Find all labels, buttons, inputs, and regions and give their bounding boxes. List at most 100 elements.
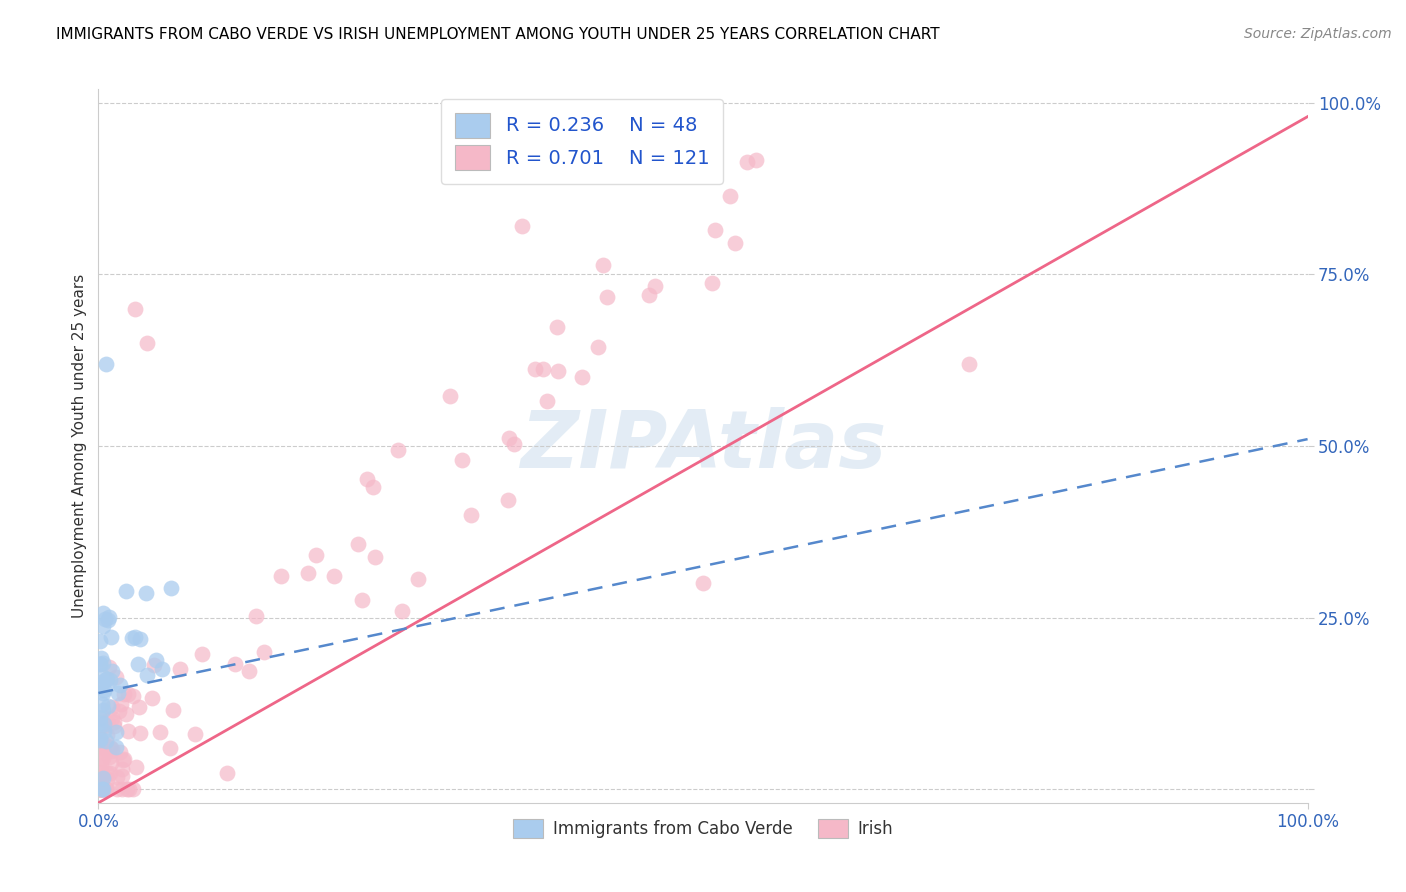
Point xyxy=(90,775,112,789)
Point xyxy=(238,665,260,679)
Point xyxy=(96,782,118,797)
Point xyxy=(89,739,111,753)
Point xyxy=(91,686,114,700)
Point xyxy=(104,724,127,739)
Point xyxy=(115,583,138,598)
Point xyxy=(596,290,619,304)
Point xyxy=(101,700,124,714)
Point xyxy=(108,678,131,692)
Point xyxy=(93,716,115,731)
Point xyxy=(98,766,121,780)
Point xyxy=(89,711,111,725)
Point xyxy=(115,782,138,797)
Point xyxy=(128,726,150,740)
Point xyxy=(451,453,474,467)
Point xyxy=(93,606,115,620)
Point xyxy=(94,672,117,686)
Point xyxy=(496,493,519,508)
Point xyxy=(89,773,111,788)
Point xyxy=(297,566,319,580)
Point xyxy=(586,340,609,354)
Point xyxy=(184,727,207,741)
Point xyxy=(111,762,134,776)
Point xyxy=(100,665,122,679)
Point xyxy=(89,732,111,747)
Point xyxy=(108,704,131,718)
Y-axis label: Unemployment Among Youth under 25 years: Unemployment Among Youth under 25 years xyxy=(72,274,87,618)
Point xyxy=(957,357,980,371)
Point xyxy=(101,742,124,756)
Point xyxy=(98,739,121,754)
Point xyxy=(364,549,387,564)
Point xyxy=(533,362,555,376)
Point xyxy=(94,357,117,371)
Point xyxy=(89,782,111,797)
Point xyxy=(122,689,145,703)
Point xyxy=(703,223,725,237)
Point xyxy=(91,772,114,786)
Point xyxy=(145,653,167,667)
Text: Source: ZipAtlas.com: Source: ZipAtlas.com xyxy=(1244,27,1392,41)
Point xyxy=(159,741,181,756)
Point xyxy=(105,770,128,784)
Point xyxy=(110,782,132,797)
Point xyxy=(122,782,145,797)
Point xyxy=(702,276,724,290)
Point xyxy=(89,657,111,671)
Point xyxy=(90,751,112,765)
Point xyxy=(96,733,118,747)
Point xyxy=(124,301,146,316)
Point xyxy=(125,760,148,774)
Point xyxy=(323,569,346,583)
Point xyxy=(162,703,184,717)
Point xyxy=(114,706,136,721)
Point xyxy=(346,537,368,551)
Point xyxy=(510,219,533,234)
Point xyxy=(90,675,112,690)
Point xyxy=(97,698,120,713)
Point xyxy=(644,279,666,293)
Point xyxy=(141,690,163,705)
Point xyxy=(90,759,112,773)
Point xyxy=(536,393,558,408)
Point xyxy=(98,610,121,624)
Point xyxy=(103,719,125,733)
Point xyxy=(111,769,134,783)
Point xyxy=(96,782,118,797)
Point xyxy=(89,782,111,797)
Point xyxy=(142,658,165,673)
Point xyxy=(89,782,111,797)
Point xyxy=(117,723,139,738)
Point xyxy=(135,586,157,600)
Point xyxy=(100,711,122,725)
Point xyxy=(103,715,125,730)
Point xyxy=(107,686,129,700)
Point xyxy=(91,736,114,750)
Point xyxy=(91,782,114,797)
Point xyxy=(90,782,112,797)
Point xyxy=(350,593,373,607)
Point xyxy=(100,630,122,644)
Point xyxy=(91,750,114,764)
Point xyxy=(91,719,114,733)
Point xyxy=(89,732,111,747)
Point xyxy=(104,669,127,683)
Point xyxy=(439,389,461,403)
Point xyxy=(127,657,149,671)
Point xyxy=(718,189,741,203)
Point xyxy=(387,443,409,458)
Point xyxy=(100,744,122,758)
Point xyxy=(89,731,111,745)
Point xyxy=(118,782,141,797)
Point xyxy=(160,582,183,596)
Point xyxy=(89,777,111,791)
Point xyxy=(91,703,114,717)
Point xyxy=(571,370,593,384)
Point xyxy=(89,634,111,648)
Point xyxy=(117,687,139,701)
Point xyxy=(692,576,714,591)
Point xyxy=(191,647,214,661)
Point xyxy=(91,782,114,797)
Point xyxy=(89,716,111,731)
Point xyxy=(91,710,114,724)
